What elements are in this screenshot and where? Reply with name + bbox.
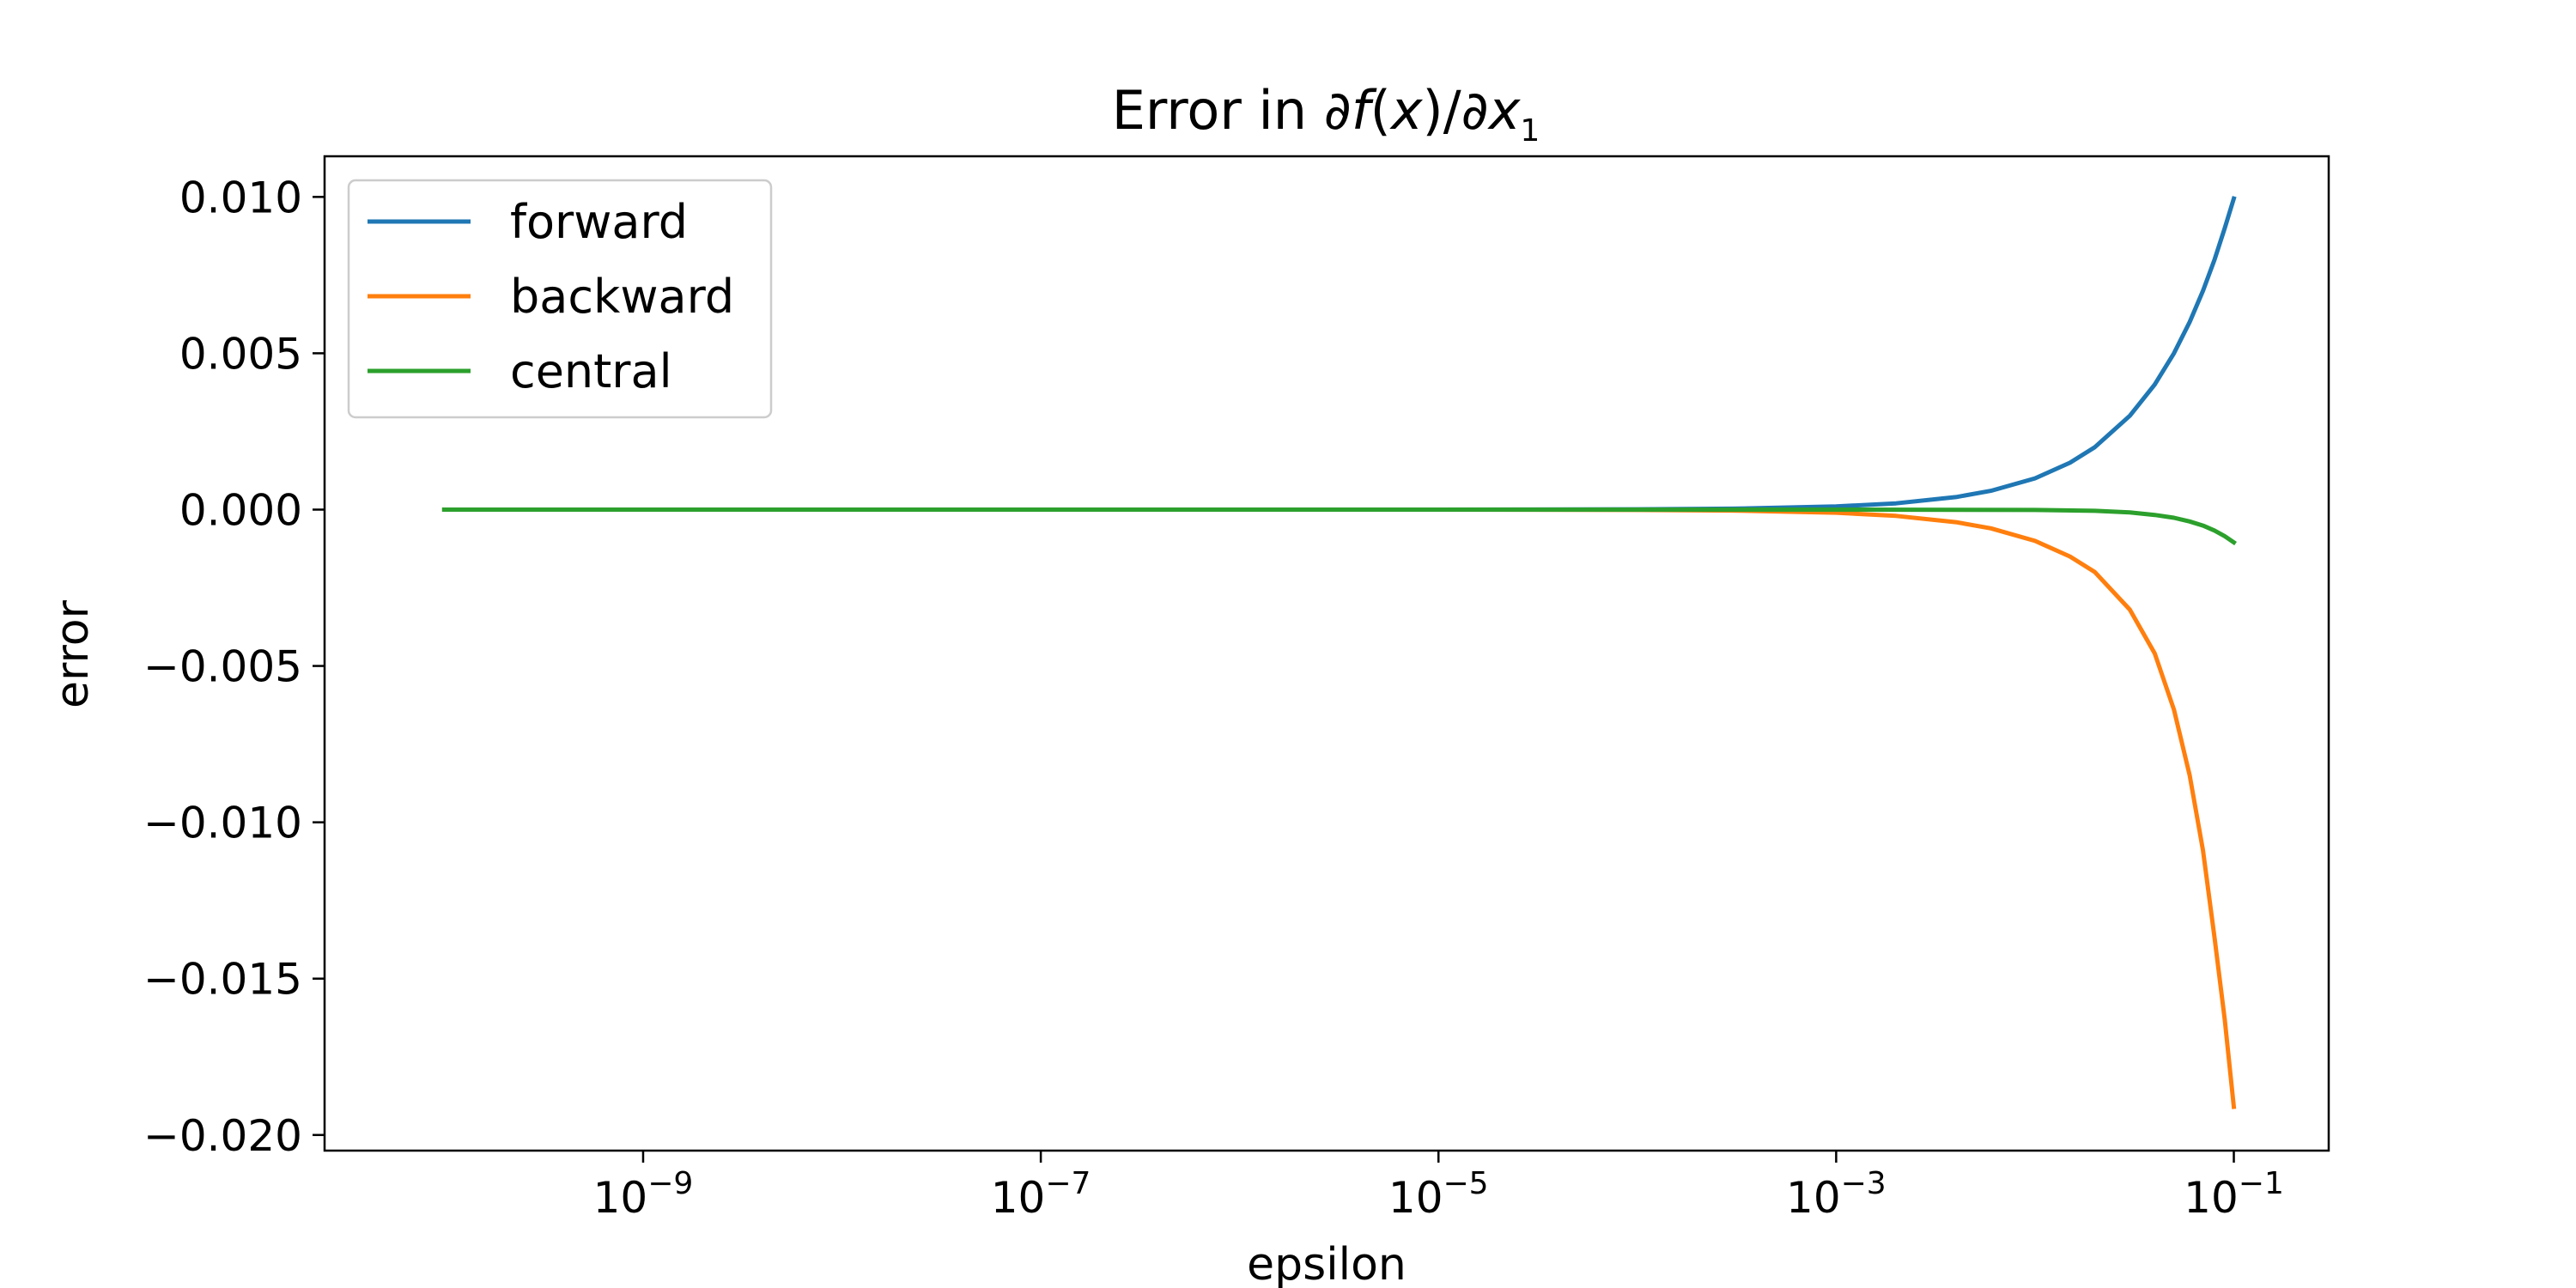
legend-label-central: central (510, 344, 672, 398)
y-tick-label: −0.005 (143, 642, 302, 692)
x-tick-exponent: −7 (1045, 1166, 1091, 1201)
x-tick-base: 10 (2184, 1173, 2239, 1223)
x-tick-label: 10−5 (1388, 1166, 1489, 1223)
y-axis-label: error (47, 599, 99, 708)
chart-title: Error in ∂f(x)/∂x1 (1112, 79, 1540, 149)
x-tick-exponent: −3 (1841, 1166, 1886, 1201)
x-axis-ticks: 10−9 10−7 10−5 10−3 10−1 (593, 1151, 2284, 1223)
y-axis-ticks: 0.010 0.005 0.000 −0.005 −0.010 −0.015 −0.020 (143, 173, 325, 1161)
legend-frame (347, 179, 773, 419)
legend-label-backward: backward (510, 270, 734, 324)
series-layer (441, 196, 2237, 1109)
x-tick-label: 10−7 (991, 1166, 1091, 1223)
y-tick-label: 0.005 (179, 329, 302, 379)
x-tick-base: 10 (1786, 1173, 1841, 1223)
x-tick-base: 10 (1388, 1173, 1443, 1223)
series-line-central (441, 507, 2237, 546)
x-tick-exponent: −1 (2239, 1166, 2284, 1201)
x-tick-exponent: −9 (647, 1166, 693, 1201)
y-tick-label: 0.000 (179, 485, 302, 535)
y-tick-label: −0.020 (143, 1111, 302, 1161)
y-tick-label: −0.015 (143, 955, 302, 1005)
x-tick-exponent: −5 (1443, 1166, 1489, 1201)
y-tick-label: 0.010 (179, 173, 302, 222)
legend: forward backward central (347, 179, 773, 419)
x-axis-label: epsilon (1247, 1239, 1406, 1288)
x-tick-label: 10−1 (2184, 1166, 2284, 1223)
x-tick-label: 10−3 (1786, 1166, 1886, 1223)
plot-frame (323, 155, 2330, 1152)
x-tick-base: 10 (593, 1173, 648, 1223)
x-tick-base: 10 (991, 1173, 1046, 1223)
x-tick-label: 10−9 (593, 1166, 694, 1223)
y-tick-label: −0.010 (143, 799, 302, 848)
legend-label-forward: forward (510, 195, 688, 249)
